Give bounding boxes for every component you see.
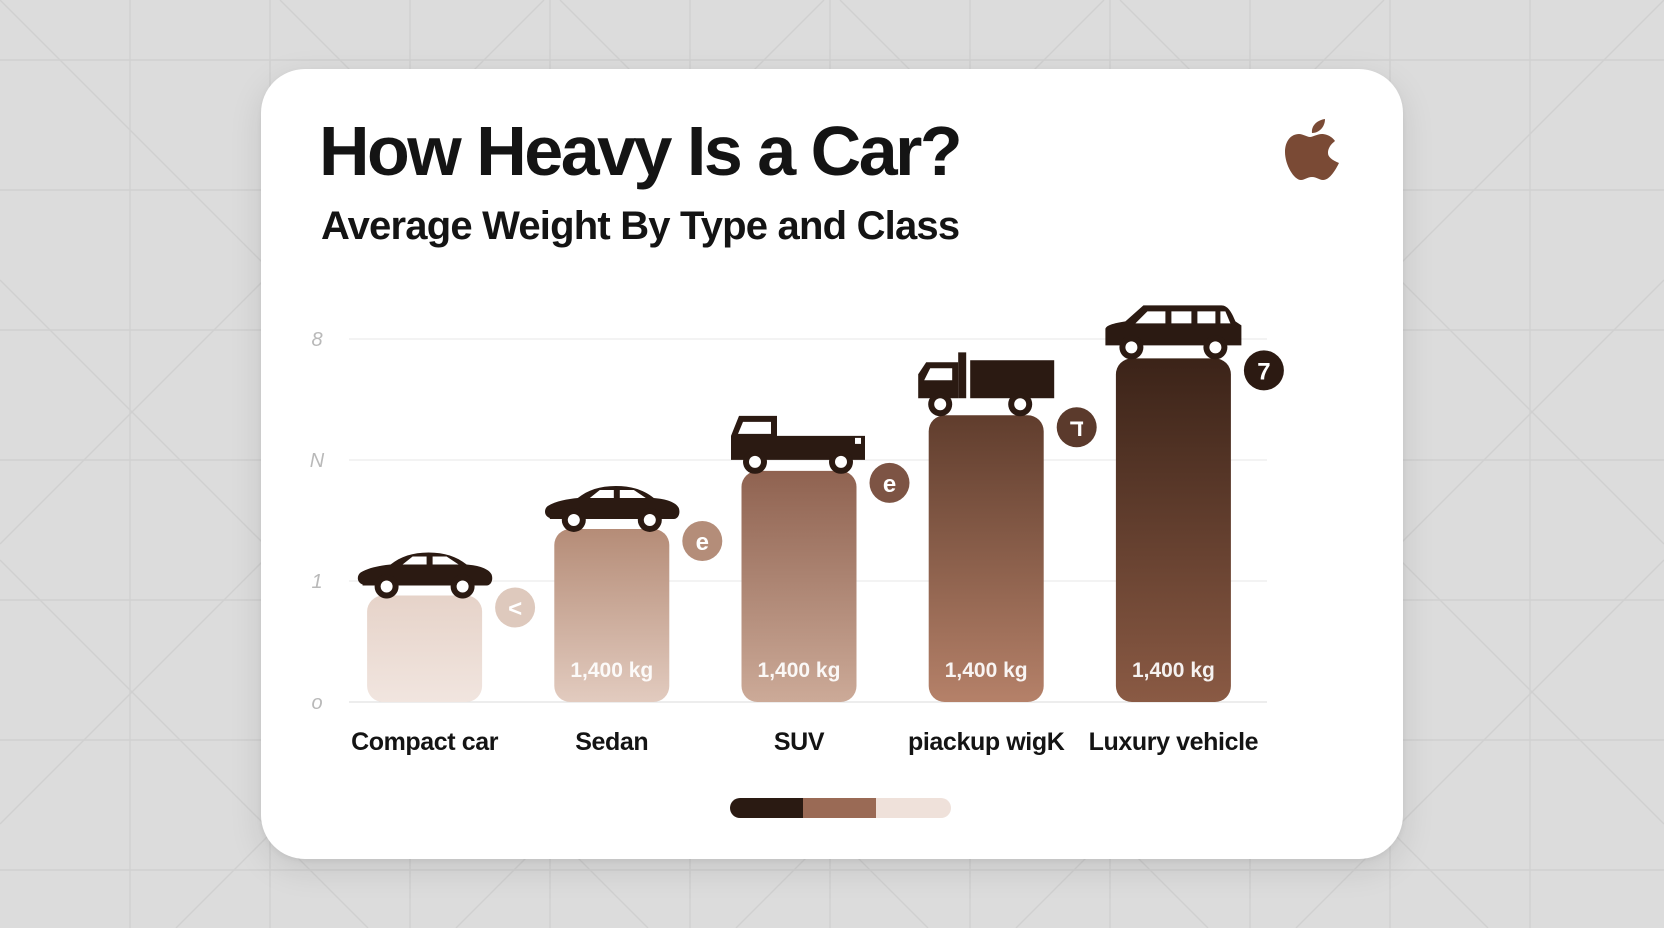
x-category-label: piackup wigK	[908, 728, 1065, 756]
color-scale-legend	[730, 798, 951, 818]
x-category-label: Compact car	[351, 728, 499, 756]
bar-badge-label: 7	[1257, 358, 1270, 385]
bar	[741, 470, 857, 702]
y-tick-label: N	[310, 450, 325, 472]
bar	[1115, 358, 1231, 702]
legend-segment	[802, 798, 876, 818]
bar-badge-label: e	[696, 529, 709, 556]
legend-segment	[875, 798, 951, 818]
bar-badge-label: e	[883, 471, 896, 498]
y-tick-label: o	[311, 692, 322, 714]
bar-badge	[1243, 350, 1284, 391]
box-truck-icon	[918, 352, 1055, 417]
bar-data-label: 1,400 kg	[758, 659, 841, 682]
bar-badge	[495, 587, 536, 628]
compact-car-icon	[357, 552, 493, 599]
chart-card: How Heavy Is a Car? Average Weight By Ty…	[261, 69, 1403, 859]
bar-badge	[869, 462, 910, 503]
legend-segment	[730, 798, 803, 818]
chart-subtitle: Average Weight By Type and Class	[321, 204, 960, 248]
bar-data-label: 1,400 kg	[945, 659, 1028, 682]
chart-plot: o 1 N 8 < Compact car 1,400 kg e Sedan 1,400 kg e…	[310, 305, 1284, 756]
x-category-label: SUV	[774, 728, 825, 756]
bar	[367, 595, 483, 702]
bar-badge-label: ד	[1070, 415, 1084, 442]
bar	[928, 415, 1044, 702]
pickup-truck-icon	[731, 415, 865, 474]
bar-data-label: 1,400 kg	[1132, 659, 1215, 682]
chart-title: How Heavy Is a Car?	[319, 112, 963, 190]
y-tick-label: 1	[311, 571, 322, 593]
apple-logo-icon	[1285, 119, 1339, 180]
bar-badge-label: <	[508, 596, 522, 623]
x-category-label: Luxury vehicle	[1089, 728, 1259, 756]
x-category-label: Sedan	[575, 728, 648, 756]
suv-icon	[1105, 305, 1242, 360]
bar-data-label: 1,400 kg	[570, 659, 653, 682]
bar	[554, 528, 670, 702]
y-tick-label: 8	[311, 329, 322, 351]
bar-badge	[1056, 407, 1097, 448]
bar-badge	[682, 520, 723, 561]
sedan-icon	[545, 485, 680, 532]
